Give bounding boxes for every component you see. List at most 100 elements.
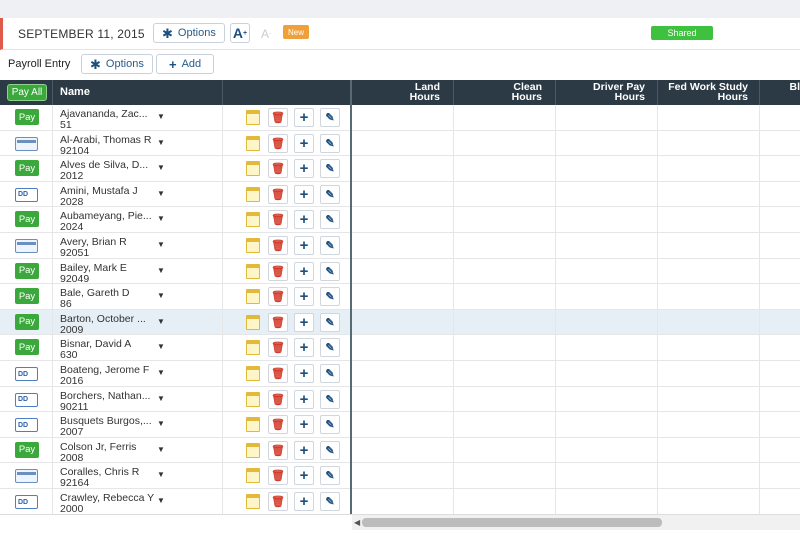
sheet-icon[interactable]	[246, 366, 260, 381]
add-row-icon[interactable]: +	[294, 236, 314, 255]
sheet-icon[interactable]	[246, 314, 260, 330]
add-row-icon[interactable]: +	[294, 415, 314, 435]
employee-name[interactable]: Barton, October ...	[60, 312, 146, 325]
add-row-icon[interactable]: +	[294, 210, 314, 230]
trash-icon[interactable]: 🗑	[268, 108, 288, 127]
sheet-icon[interactable]	[246, 212, 260, 228]
col-driver-pay-hours[interactable]: Driver Pay Hours	[593, 81, 645, 103]
trash-icon[interactable]: 🗑	[268, 184, 288, 204]
add-row-icon[interactable]: +	[294, 440, 314, 460]
edit-icon[interactable]: ✎	[320, 312, 340, 332]
table-row[interactable]: Pay Aubameyang, Pie... 2024 ▼ 🗑 + ✎	[0, 207, 800, 233]
trash-icon[interactable]: 🗑	[268, 415, 288, 435]
table-row[interactable]: DD Crawley, Rebecca Y 2000 ▼ 🗑 + ✎	[0, 489, 800, 515]
edit-icon[interactable]: ✎	[320, 466, 340, 486]
edit-icon[interactable]: ✎	[320, 389, 340, 409]
employee-name[interactable]: Avery, Brian R	[60, 236, 127, 248]
add-row-icon[interactable]: +	[294, 466, 314, 486]
employee-name[interactable]: Busquets Burgos,...	[60, 415, 152, 428]
caret-down-icon[interactable]: ▼	[157, 368, 165, 377]
trash-icon[interactable]: 🗑	[268, 133, 288, 153]
add-row-icon[interactable]: +	[294, 312, 314, 332]
add-row-icon[interactable]: +	[294, 389, 314, 409]
col-bl[interactable]: Bl	[789, 82, 800, 92]
entry-options-button[interactable]: ✱ Options	[81, 54, 153, 74]
add-row-icon[interactable]: +	[294, 184, 314, 204]
sheet-icon[interactable]	[246, 238, 260, 253]
trash-icon[interactable]: 🗑	[268, 159, 288, 179]
add-button[interactable]: + Add	[156, 54, 215, 74]
sheet-icon[interactable]	[246, 494, 260, 509]
table-row[interactable]: DD Borchers, Nathan... 90211 ▼ 🗑 + ✎	[0, 386, 800, 413]
caret-down-icon[interactable]: ▼	[157, 291, 165, 301]
pay-all-button[interactable]: Pay All	[7, 84, 47, 101]
pay-button[interactable]: Pay	[15, 160, 39, 177]
add-row-icon[interactable]: +	[294, 364, 314, 383]
add-row-icon[interactable]: +	[294, 133, 314, 153]
horizontal-scrollbar[interactable]: ◀	[352, 514, 800, 530]
table-row[interactable]: DD Boateng, Jerome F 2016 ▼ 🗑 + ✎	[0, 361, 800, 387]
employee-name[interactable]: Boateng, Jerome F	[60, 364, 150, 376]
edit-icon[interactable]: ✎	[320, 261, 340, 281]
employee-name[interactable]: Alves de Silva, D...	[60, 159, 149, 172]
caret-down-icon[interactable]: ▼	[157, 163, 165, 173]
caret-down-icon[interactable]: ▼	[157, 496, 165, 505]
table-row[interactable]: Pay Bale, Gareth D 86 ▼ 🗑 + ✎	[0, 284, 800, 310]
sheet-icon[interactable]	[246, 135, 260, 151]
add-row-icon[interactable]: +	[294, 159, 314, 179]
sheet-icon[interactable]	[246, 417, 260, 433]
edit-icon[interactable]: ✎	[320, 415, 340, 435]
table-row[interactable]: Avery, Brian R 92051 ▼ 🗑 + ✎	[0, 233, 800, 259]
edit-icon[interactable]: ✎	[320, 338, 340, 358]
col-land-hours[interactable]: Land Hours	[409, 81, 440, 103]
caret-down-icon[interactable]: ▼	[157, 444, 165, 454]
add-row-icon[interactable]: +	[294, 261, 314, 281]
caret-down-icon[interactable]: ▼	[157, 137, 165, 147]
scroll-left-icon[interactable]: ◀	[354, 518, 361, 527]
table-row[interactable]: Pay Barton, October ... 2009 ▼ 🗑 + ✎	[0, 309, 800, 336]
edit-icon[interactable]: ✎	[320, 364, 340, 383]
pay-button[interactable]: Pay	[15, 262, 39, 279]
sheet-icon[interactable]	[246, 161, 260, 177]
sheet-icon[interactable]	[246, 263, 260, 279]
employee-name[interactable]: Crawley, Rebecca Y	[60, 492, 155, 504]
pay-button[interactable]: Pay	[15, 288, 39, 305]
edit-icon[interactable]: ✎	[320, 159, 340, 179]
col-fed-work-study-hours[interactable]: Fed Work Study Hours	[668, 81, 748, 103]
employee-name[interactable]: Aubameyang, Pie...	[60, 210, 152, 223]
employee-name[interactable]: Amini, Mustafa J	[60, 184, 138, 197]
trash-icon[interactable]: 🗑	[268, 287, 288, 307]
direct-deposit-icon[interactable]: DD	[15, 392, 38, 407]
table-row[interactable]: DD Busquets Burgos,... 2007 ▼ 🗑 + ✎	[0, 412, 800, 438]
shared-badge[interactable]: Shared	[651, 26, 713, 40]
caret-down-icon[interactable]: ▼	[157, 240, 165, 249]
trash-icon[interactable]: 🗑	[268, 338, 288, 358]
card-icon[interactable]	[15, 136, 38, 151]
pay-button[interactable]: Pay	[15, 109, 39, 125]
employee-name[interactable]: Colson Jr, Ferris	[60, 440, 137, 453]
trash-icon[interactable]: 🗑	[268, 364, 288, 383]
pay-button[interactable]: Pay	[15, 441, 39, 458]
edit-icon[interactable]: ✎	[320, 133, 340, 153]
trash-icon[interactable]: 🗑	[268, 466, 288, 486]
col-clean-hours[interactable]: Clean Hours	[511, 81, 542, 103]
sheet-icon[interactable]	[246, 289, 260, 305]
caret-down-icon[interactable]: ▼	[157, 316, 165, 326]
table-row[interactable]: Coralles, Chris R 92164 ▼ 🗑 + ✎	[0, 463, 800, 489]
card-icon[interactable]	[15, 239, 38, 253]
caret-down-icon[interactable]: ▼	[157, 419, 165, 429]
caret-down-icon[interactable]: ▼	[157, 112, 165, 121]
direct-deposit-icon[interactable]: DD	[15, 367, 38, 381]
sheet-icon[interactable]	[246, 186, 260, 202]
caret-down-icon[interactable]: ▼	[157, 188, 165, 198]
edit-icon[interactable]: ✎	[320, 108, 340, 127]
edit-icon[interactable]: ✎	[320, 184, 340, 204]
employee-name[interactable]: Coralles, Chris R	[60, 466, 140, 479]
employee-name[interactable]: Bisnar, David A	[60, 338, 132, 351]
direct-deposit-icon[interactable]: DD	[15, 418, 38, 433]
edit-icon[interactable]: ✎	[320, 210, 340, 230]
add-row-icon[interactable]: +	[294, 287, 314, 307]
pay-button[interactable]: Pay	[15, 211, 39, 228]
sheet-icon[interactable]	[246, 391, 260, 407]
trash-icon[interactable]: 🗑	[268, 236, 288, 255]
